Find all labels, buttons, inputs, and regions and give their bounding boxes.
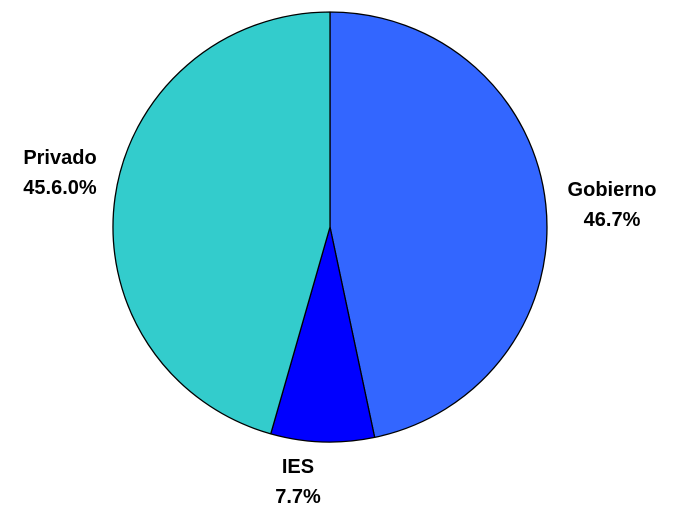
- slice-label-ies-value: 7.7%: [275, 486, 321, 508]
- slice-label-ies: IES 7.7%: [248, 452, 348, 512]
- slice-label-gobierno: Gobierno 46.7%: [552, 175, 672, 235]
- slice-label-privado-value: 45.6.0%: [23, 177, 97, 199]
- pie-slice-privado: [112, 11, 331, 435]
- slice-label-privado: Privado 45.6.0%: [4, 143, 116, 203]
- slice-label-ies-name: IES: [281, 456, 315, 478]
- pie-slice-ies: [270, 226, 376, 443]
- slice-label-gobierno-value: 46.7%: [583, 209, 641, 231]
- slice-label-gobierno-name: Gobierno: [567, 179, 657, 201]
- slice-label-privado-name: Privado: [23, 147, 97, 169]
- pie-slices: [112, 11, 548, 443]
- pie-slice-gobierno: [329, 11, 548, 439]
